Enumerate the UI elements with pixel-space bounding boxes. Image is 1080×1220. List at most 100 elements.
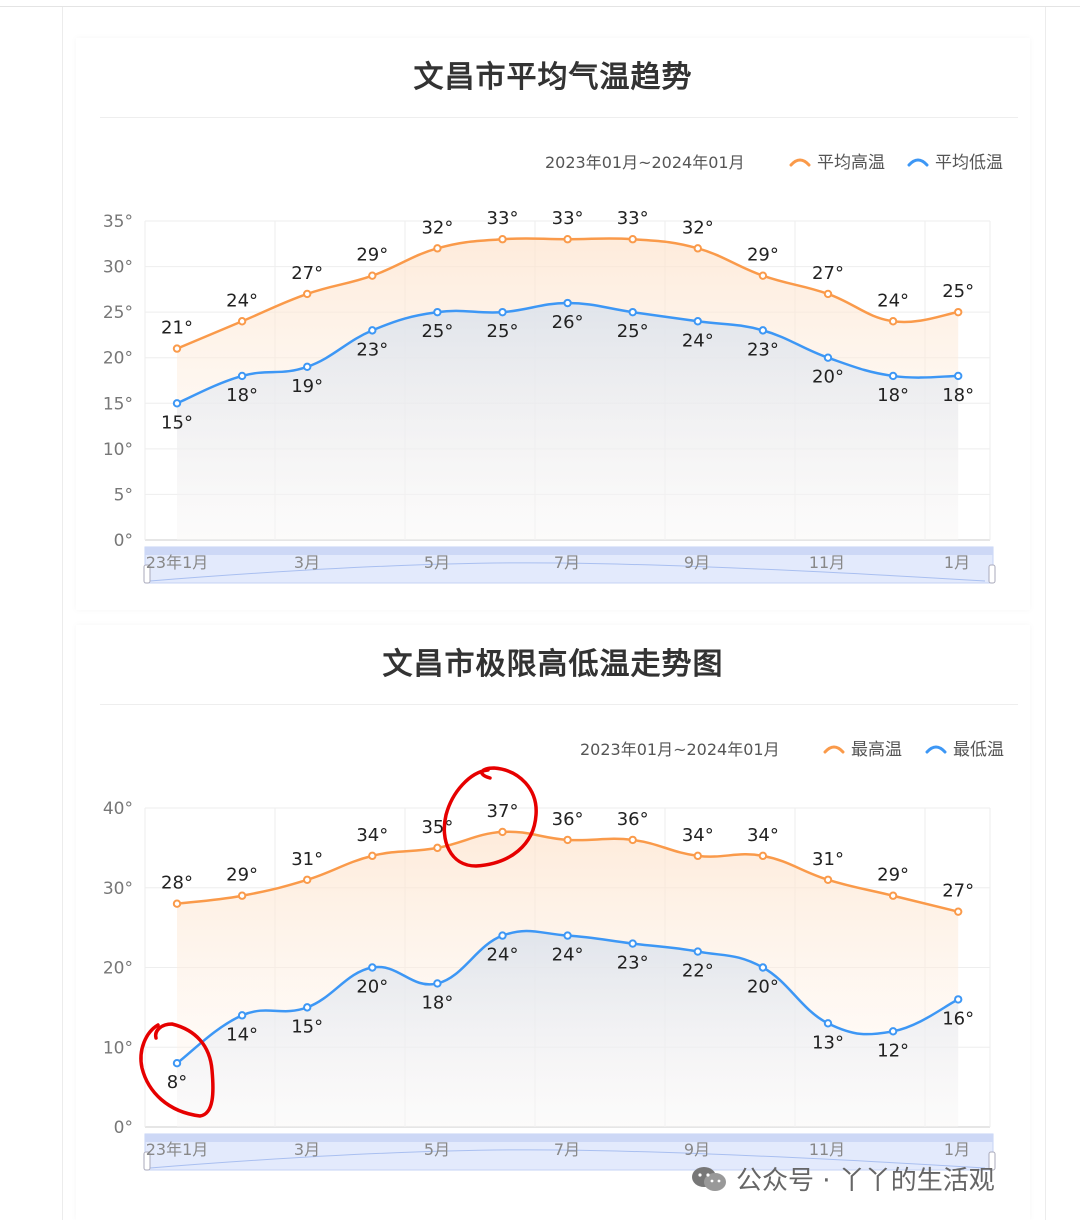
y-tick-label: 0°	[114, 1118, 133, 1138]
data-label: 15°	[161, 412, 193, 433]
data-label: 36°	[552, 809, 584, 830]
y-tick-label: 20°	[103, 349, 133, 369]
data-label: 20°	[356, 977, 388, 998]
data-point	[433, 843, 442, 853]
legend-label: 平均低温	[935, 153, 1003, 173]
y-tick-label: 0°	[114, 531, 133, 551]
data-label: 23°	[356, 339, 388, 360]
data-label: 36°	[617, 809, 649, 830]
data-label: 18°	[226, 385, 258, 406]
data-label: 18°	[877, 385, 909, 406]
data-point	[303, 875, 312, 884]
data-label: 18°	[942, 385, 974, 406]
y-tick-label: 35°	[103, 212, 133, 232]
x-tick-label: 3月	[294, 1140, 320, 1159]
legend-label: 平均高温	[817, 153, 885, 173]
data-point	[237, 891, 247, 900]
data-point	[693, 947, 702, 956]
zoom-slider-bar	[145, 1134, 993, 1142]
series-area	[177, 930, 959, 1127]
data-label: 24°	[226, 290, 258, 311]
data-label: 31°	[812, 849, 844, 870]
data-label: 25°	[421, 321, 453, 342]
data-point	[433, 244, 442, 253]
legend-item-low[interactable]: 平均低温	[907, 148, 1003, 173]
data-label: 26°	[552, 312, 584, 333]
data-point	[888, 371, 898, 381]
legend-line-icon	[925, 745, 947, 753]
data-label: 32°	[682, 217, 714, 238]
data-point	[368, 271, 377, 280]
data-label: 29°	[747, 245, 779, 266]
zoom-preview-line	[149, 1149, 986, 1169]
data-label: 32°	[421, 217, 453, 238]
y-tick-label: 10°	[103, 440, 133, 460]
y-tick-label: 25°	[103, 303, 133, 323]
data-label: 13°	[812, 1032, 844, 1053]
data-label: 19°	[291, 376, 323, 397]
y-tick-label: 30°	[103, 258, 133, 278]
data-point	[172, 899, 182, 908]
data-label: 25°	[942, 281, 974, 302]
data-point	[693, 317, 702, 326]
chart-title: 文昌市平均气温趋势	[413, 60, 693, 95]
wechat-icon	[692, 1166, 726, 1191]
data-label: 24°	[552, 945, 584, 966]
x-tick-label: 9月	[684, 553, 710, 572]
data-label: 12°	[877, 1040, 909, 1061]
data-point	[303, 289, 312, 299]
data-label: 33°	[552, 208, 584, 229]
date-range: 2023年01月~2024年01月	[545, 153, 745, 172]
y-tick-label: 30°	[103, 879, 133, 899]
data-point	[888, 317, 898, 326]
data-label: 14°	[226, 1024, 258, 1045]
data-point	[954, 907, 963, 916]
x-tick-label: 1月	[944, 553, 970, 572]
legend-line-icon	[789, 158, 811, 166]
data-label: 20°	[747, 977, 779, 998]
zoom-handle-left	[143, 564, 151, 584]
x-tick-label: 23年1月	[146, 1140, 209, 1159]
legend-item-low[interactable]: 最低温	[925, 735, 1004, 760]
data-point	[823, 875, 833, 884]
data-label: 27°	[942, 881, 974, 902]
x-tick-label: 7月	[554, 1140, 580, 1159]
zoom-preview-line	[149, 562, 986, 582]
data-label: 20°	[812, 367, 844, 388]
data-label: 33°	[617, 208, 649, 229]
watermark: 公众号 · 丫丫的生活观	[690, 1160, 995, 1197]
data-point	[563, 835, 572, 845]
data-point	[954, 307, 963, 317]
data-label: 37°	[487, 801, 519, 822]
zoom-handle-left	[143, 1151, 151, 1171]
data-point	[433, 979, 442, 988]
zoom-handle-right	[988, 564, 996, 584]
data-point	[628, 939, 637, 948]
data-point	[888, 1027, 898, 1036]
data-point	[498, 827, 507, 837]
data-label: 22°	[682, 961, 714, 982]
x-tick-label: 11月	[809, 553, 845, 572]
data-point	[823, 289, 833, 299]
data-point	[823, 1019, 833, 1028]
y-tick-label: 20°	[103, 959, 133, 979]
data-point	[563, 235, 572, 244]
data-label: 28°	[161, 873, 193, 894]
data-label: 29°	[356, 245, 388, 266]
data-label: 21°	[161, 318, 193, 339]
data-label: 8°	[167, 1072, 187, 1093]
top-border	[0, 6, 1080, 7]
data-point	[368, 963, 377, 972]
x-tick-label: 11月	[809, 1140, 845, 1159]
data-label: 34°	[747, 825, 779, 846]
legend-item-high[interactable]: 最高温	[823, 735, 902, 760]
chart-title: 文昌市极限高低温走势图	[382, 647, 724, 682]
x-tick-label: 7月	[554, 553, 580, 572]
data-point	[433, 307, 442, 317]
watermark-text: 公众号 · 丫丫的生活观	[736, 1166, 995, 1196]
date-range: 2023年01月~2024年01月	[580, 740, 780, 759]
data-label: 23°	[617, 953, 649, 974]
legend-item-high[interactable]: 平均高温	[789, 148, 885, 173]
data-label: 33°	[487, 208, 519, 229]
data-point	[758, 326, 768, 335]
